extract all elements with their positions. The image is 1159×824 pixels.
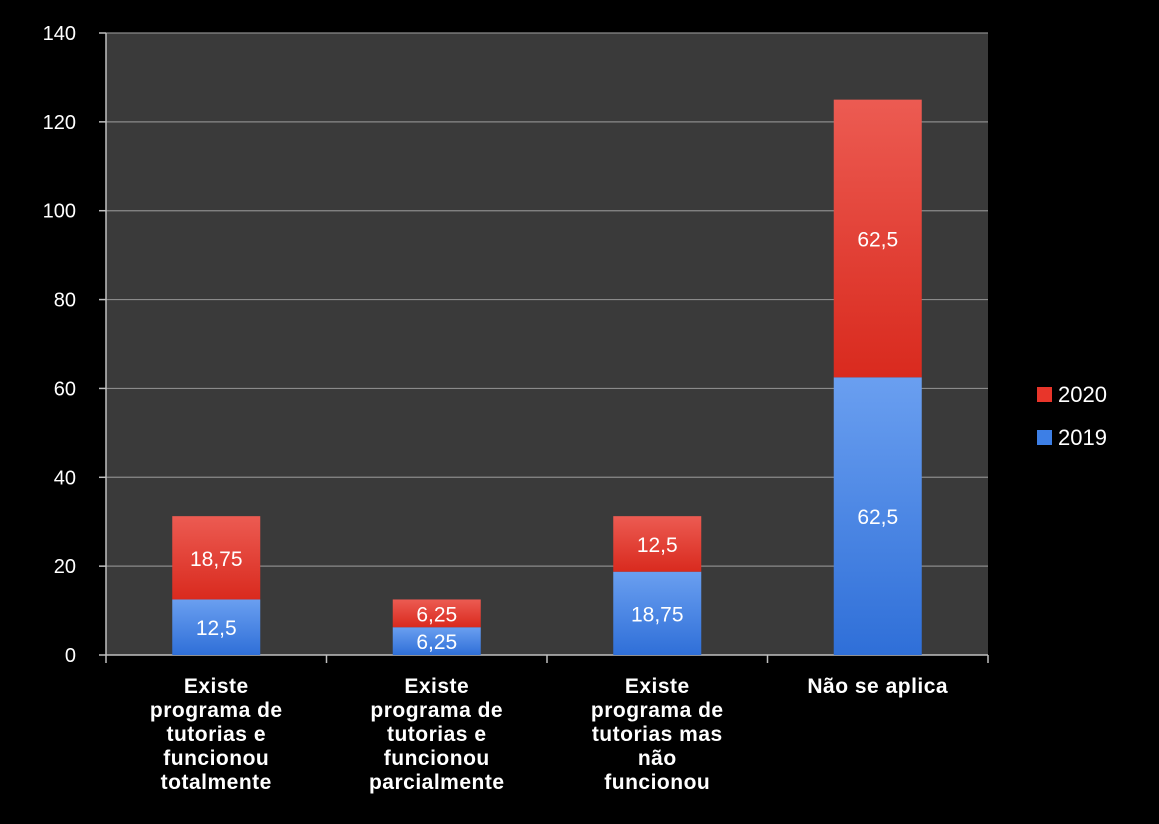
x-category-line: funcionou bbox=[384, 747, 490, 770]
x-category-label: Existe programa de tutorias e funcionou parc… bbox=[369, 675, 505, 794]
y-tick-label: 120 bbox=[43, 112, 76, 134]
x-category-line: Existe bbox=[404, 675, 469, 698]
bar-segment-2020 bbox=[172, 516, 261, 600]
y-axis: 0 20 40 60 80 100 120 140 bbox=[43, 23, 107, 667]
x-category-line: Existe bbox=[184, 675, 249, 698]
x-category-line: tutorias mas bbox=[592, 723, 723, 746]
bar-segment-2020 bbox=[613, 516, 702, 572]
y-tick-label: 100 bbox=[43, 201, 76, 223]
data-label: 62,5 bbox=[857, 506, 898, 529]
data-label: 6,25 bbox=[416, 631, 457, 654]
x-category-label: Não se aplica bbox=[807, 675, 948, 698]
y-tick-label: 0 bbox=[65, 645, 76, 667]
x-category-line: parcialmente bbox=[369, 771, 505, 794]
data-label: 18,75 bbox=[631, 603, 684, 626]
legend-swatch-2020 bbox=[1037, 387, 1052, 402]
data-label: 6,25 bbox=[416, 603, 457, 626]
x-category-line: programa de bbox=[591, 699, 724, 722]
x-axis: Existe programa de tutorias e funcionou tota… bbox=[105, 654, 989, 794]
x-category-line: programa de bbox=[370, 699, 503, 722]
bar-segment-2020 bbox=[392, 599, 481, 628]
bar-segment-2020 bbox=[833, 99, 922, 378]
data-label: 62,5 bbox=[857, 228, 898, 251]
bar-segment-2019 bbox=[833, 377, 922, 655]
x-category-line: totalmente bbox=[161, 771, 272, 794]
y-tick-label: 60 bbox=[54, 378, 76, 400]
bar-segment-2019 bbox=[613, 571, 702, 655]
x-category-label: Existe programa de tutorias mas não funciono… bbox=[591, 675, 724, 794]
data-label: 12,5 bbox=[196, 617, 237, 640]
bar-segment-2019 bbox=[392, 627, 481, 655]
legend-label: 2019 bbox=[1058, 425, 1107, 450]
x-category-label: Existe programa de tutorias e funcionou tota… bbox=[150, 675, 283, 794]
x-category-line: tutorias e bbox=[387, 723, 487, 746]
x-category-line: programa de bbox=[150, 699, 283, 722]
y-tick-label: 140 bbox=[43, 23, 76, 45]
x-category-line: Não se aplica bbox=[807, 675, 948, 698]
legend-swatch-2019 bbox=[1037, 430, 1052, 445]
bars: 12,5 18,75 6,25 6,25 18,75 12,5 62,5 62,5 bbox=[172, 99, 922, 655]
legend-label: 2020 bbox=[1058, 382, 1107, 407]
y-tick-label: 40 bbox=[54, 467, 76, 489]
x-category-line: Existe bbox=[625, 675, 690, 698]
x-category-line: funcionou bbox=[163, 747, 269, 770]
bar-segment-2019 bbox=[172, 599, 261, 655]
data-label: 18,75 bbox=[190, 548, 243, 571]
y-tick-label: 80 bbox=[54, 290, 76, 312]
x-category-line: não bbox=[638, 747, 677, 770]
data-label: 12,5 bbox=[637, 534, 678, 557]
legend: 2020 2019 bbox=[1037, 382, 1107, 450]
x-category-line: tutorias e bbox=[166, 723, 266, 746]
x-category-line: funcionou bbox=[604, 771, 710, 794]
y-tick-label: 20 bbox=[54, 556, 76, 578]
